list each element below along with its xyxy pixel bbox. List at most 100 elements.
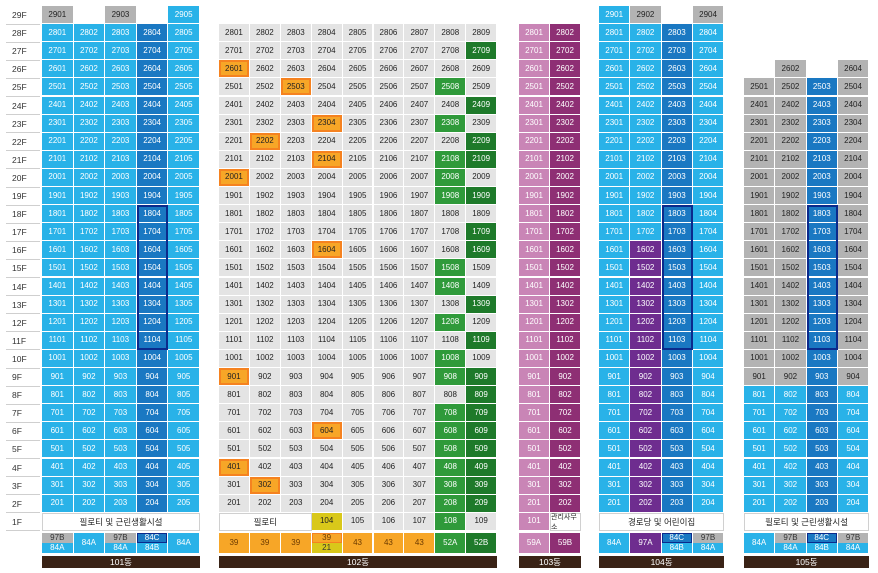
unit-cell[interactable]: 502 (775, 440, 807, 459)
unit-cell[interactable]: 906 (373, 368, 405, 387)
unit-cell[interactable]: 302 (73, 476, 106, 495)
unit-cell[interactable]: 2301 (219, 114, 250, 133)
unit-cell[interactable]: 1903 (661, 187, 693, 206)
unit-cell[interactable]: 2601 (519, 60, 550, 79)
unit-cell[interactable]: 2005 (342, 168, 374, 187)
unit-cell[interactable]: 1601 (42, 241, 74, 260)
unit-cell[interactable]: 302 (630, 476, 662, 495)
unit-cell[interactable]: 401 (599, 458, 631, 477)
unit-cell[interactable]: 2201 (219, 132, 250, 151)
unit-cell[interactable]: 1902 (249, 187, 281, 206)
unit-cell[interactable]: 403 (661, 458, 693, 477)
unit-cell[interactable]: 801 (599, 386, 631, 405)
unit-cell[interactable]: 2703 (105, 42, 137, 61)
unit-cell[interactable]: 2606 (373, 60, 405, 79)
unit-cell[interactable]: 1507 (404, 259, 436, 278)
unit-cell[interactable]: 1901 (519, 187, 550, 206)
unit-cell[interactable]: 707 (404, 404, 436, 423)
unit-cell[interactable]: 508 (435, 440, 467, 459)
unit-cell[interactable]: 2207 (404, 132, 436, 151)
unit-cell[interactable]: 904 (136, 368, 169, 387)
unit-cell[interactable]: 2007 (404, 168, 436, 187)
unit-cell[interactable]: 1703 (105, 223, 137, 242)
unit-cell[interactable]: 2901 (599, 6, 631, 25)
unit-cell[interactable]: 2003 (280, 168, 312, 187)
unit-cell[interactable]: 2103 (806, 150, 838, 169)
unit-cell[interactable]: 602 (249, 422, 281, 441)
unit-cell[interactable]: 1504 (136, 259, 169, 278)
unit-cell[interactable]: 705 (342, 404, 374, 423)
unit-cell[interactable]: 2104 (136, 150, 169, 169)
unit-cell[interactable]: 2702 (630, 42, 662, 61)
unit-cell[interactable]: 2702 (550, 42, 581, 61)
unit-cell[interactable]: 601 (219, 422, 250, 441)
unit-cell[interactable]: 2504 (136, 78, 169, 97)
unit-cell[interactable]: 104 (311, 512, 343, 531)
unit-cell[interactable]: 1001 (599, 349, 631, 368)
unit-cell[interactable]: 1702 (73, 223, 106, 242)
unit-cell[interactable]: 402 (550, 458, 581, 477)
unit-cell[interactable]: 1301 (744, 295, 776, 314)
unit-cell[interactable]: 502 (550, 440, 581, 459)
unit-cell[interactable]: 404 (837, 458, 870, 477)
unit-cell[interactable]: 2807 (404, 24, 436, 43)
unit-cell[interactable]: 2309 (466, 114, 498, 133)
unit-cell[interactable]: 1002 (249, 349, 281, 368)
unit-cell[interactable]: 708 (435, 404, 467, 423)
unit-cell[interactable]: 2508 (435, 78, 467, 97)
unit-cell[interactable]: 2102 (249, 150, 281, 169)
unit-cell[interactable]: 1501 (744, 259, 776, 278)
unit-cell[interactable]: 2801 (219, 24, 250, 43)
unit-cell[interactable]: 404 (136, 458, 169, 477)
unit-cell[interactable]: 1007 (404, 349, 436, 368)
unit-cell[interactable]: 501 (42, 440, 74, 459)
unit-cell[interactable]: 2505 (168, 78, 200, 97)
unit-cell[interactable]: 402 (249, 458, 281, 477)
unit-cell[interactable]: 2708 (435, 42, 467, 61)
unit-cell[interactable]: 504 (837, 440, 870, 459)
unit-cell[interactable]: 1201 (744, 313, 776, 332)
unit-cell[interactable]: 1001 (744, 349, 776, 368)
unit-cell[interactable]: 502 (73, 440, 106, 459)
unit-cell[interactable]: 2005 (168, 168, 200, 187)
unit-cell[interactable]: 902 (249, 368, 281, 387)
unit-cell[interactable]: 1504 (311, 259, 343, 278)
unit-cell[interactable]: 2804 (692, 24, 725, 43)
unit-cell[interactable]: 2808 (435, 24, 467, 43)
unit-cell[interactable]: 2002 (550, 168, 581, 187)
unit-cell[interactable]: 604 (837, 422, 870, 441)
unit-cell[interactable]: 2302 (550, 114, 581, 133)
unit-cell[interactable]: 603 (105, 422, 137, 441)
unit-cell[interactable]: 203 (661, 494, 693, 513)
unit-cell[interactable]: 1704 (136, 223, 169, 242)
unit-cell[interactable]: 1503 (105, 259, 137, 278)
unit-cell[interactable]: 701 (219, 404, 250, 423)
unit-cell[interactable]: 2702 (249, 42, 281, 61)
unit-cell[interactable]: 1609 (466, 241, 498, 260)
unit-cell[interactable]: 209 (466, 494, 498, 513)
unit-cell[interactable]: 2608 (435, 60, 467, 79)
unit-cell[interactable]: 604 (136, 422, 169, 441)
unit-cell[interactable]: 902 (630, 368, 662, 387)
unit-cell[interactable]: 1309 (466, 295, 498, 314)
unit-cell[interactable]: 2706 (373, 42, 405, 61)
unit-cell[interactable]: 1203 (280, 313, 312, 332)
unit-cell[interactable]: 2205 (342, 132, 374, 151)
unit-cell[interactable]: 804 (837, 386, 870, 405)
unit-cell[interactable]: 2202 (550, 132, 581, 151)
unit-cell[interactable]: 301 (42, 476, 74, 495)
unit-cell[interactable]: 304 (692, 476, 725, 495)
unit-cell[interactable]: 602 (73, 422, 106, 441)
unit-cell[interactable]: 2208 (435, 132, 467, 151)
unit-cell[interactable]: 907 (404, 368, 436, 387)
unit-cell[interactable]: 305 (342, 476, 374, 495)
unit-cell[interactable]: 501 (599, 440, 631, 459)
unit-cell[interactable]: 1902 (73, 187, 106, 206)
unit-cell[interactable]: 2403 (661, 96, 693, 115)
unit-cell[interactable]: 303 (661, 476, 693, 495)
unit-cell[interactable]: 701 (744, 404, 776, 423)
unit-cell[interactable]: 1707 (404, 223, 436, 242)
unit-cell[interactable]: 1203 (661, 313, 693, 332)
unit-cell[interactable]: 703 (105, 404, 137, 423)
unit-cell[interactable]: 2302 (249, 114, 281, 133)
